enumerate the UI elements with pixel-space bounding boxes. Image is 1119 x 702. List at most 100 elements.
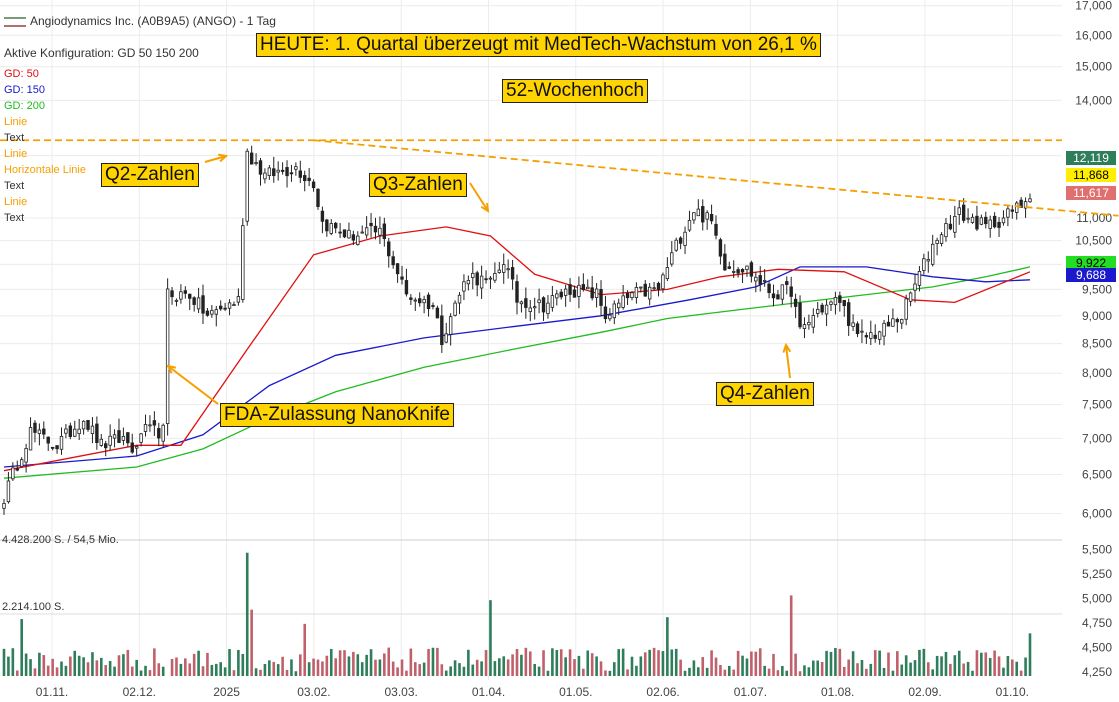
candle-body — [944, 223, 948, 238]
candle-body — [692, 212, 696, 221]
price-tick-label: 9,500 — [1082, 282, 1112, 296]
candle-body — [364, 227, 369, 236]
candle-body — [754, 276, 758, 282]
volume-bar — [785, 670, 789, 676]
annotation-arrow — [785, 344, 791, 379]
candle-body — [329, 223, 333, 234]
ma50-line — [3, 226, 1031, 472]
candle-body — [64, 428, 68, 434]
candle-body — [731, 270, 736, 273]
volume-tick-label: 4,250 — [1082, 665, 1112, 679]
price-tick-label: 10,500 — [1075, 234, 1112, 248]
candle-body — [935, 239, 939, 244]
candle-body — [409, 297, 413, 300]
legend-item: Text — [4, 132, 25, 144]
volume-mid-label: 2.214.100 S. — [2, 601, 65, 613]
volume-bar — [688, 667, 691, 676]
candle-body — [723, 253, 727, 271]
volume-bar — [400, 659, 404, 676]
volume-bar — [20, 619, 23, 676]
candle-body — [104, 443, 108, 449]
candle-body — [510, 267, 515, 280]
time-tick-label: 01.07. — [734, 685, 767, 699]
volume-bar — [904, 655, 908, 676]
volume-bar — [732, 669, 735, 676]
candle-body — [143, 423, 148, 432]
candle-body — [28, 427, 33, 451]
volume-bar — [891, 670, 895, 676]
chart-title-text: Angiodynamics Inc. (A0B9A5) (ANGO) - 1 T… — [30, 14, 276, 28]
candle-body — [670, 252, 674, 265]
volume-bar — [122, 654, 125, 676]
volume-bar — [595, 656, 598, 676]
volume-bar — [471, 664, 475, 676]
volume-bar — [15, 670, 19, 676]
candle-body — [333, 222, 338, 229]
volume-bar — [816, 660, 820, 676]
candle-body — [338, 231, 342, 234]
volume-bar — [427, 648, 430, 676]
candle-body — [948, 223, 953, 230]
volume-bar — [692, 660, 696, 676]
candle-body — [404, 280, 409, 295]
candle-body — [922, 258, 926, 271]
candle-body — [975, 215, 979, 230]
candle-body — [771, 293, 776, 299]
candle-body — [201, 295, 205, 314]
volume-bar — [869, 663, 873, 676]
candle-body — [577, 284, 581, 297]
candle-body — [126, 432, 130, 444]
candle-body — [19, 459, 24, 467]
volume-bar — [82, 657, 85, 676]
volume-bar — [1011, 659, 1014, 676]
volume-bar — [2, 648, 6, 676]
candle-body — [612, 303, 616, 319]
candle-body — [249, 152, 254, 165]
volume-bar — [515, 649, 519, 676]
volume-bar — [175, 657, 178, 676]
price-badge: 9,922 — [1066, 256, 1116, 270]
candle-body — [873, 334, 877, 339]
volume-bar — [736, 650, 740, 676]
volume-bar — [776, 670, 780, 676]
volume-bar — [966, 661, 970, 676]
volume-bar — [931, 669, 935, 676]
volume-bar — [794, 653, 797, 676]
candle-body — [652, 287, 656, 290]
candle-body — [77, 428, 81, 435]
candle-body — [789, 286, 793, 297]
volume-bar — [259, 669, 262, 676]
candle-body — [373, 225, 378, 233]
candle-body — [572, 289, 577, 298]
candle-body — [134, 446, 139, 449]
volume-bar — [263, 663, 267, 676]
candle-body — [992, 215, 997, 228]
volume-bar — [475, 659, 479, 676]
candle-body — [665, 267, 670, 280]
candle-body — [970, 216, 975, 223]
volume-bar — [714, 657, 718, 676]
candle-body — [258, 160, 263, 175]
legend-item: Text — [4, 180, 25, 192]
candle-body — [639, 286, 643, 289]
volume-bar — [188, 663, 192, 676]
volume-bar — [953, 655, 957, 676]
candle-body — [541, 297, 546, 313]
volume-bar — [312, 658, 315, 676]
candle-body — [705, 212, 709, 220]
volume-bar — [789, 595, 793, 676]
volume-bar — [206, 652, 209, 676]
candle-body — [86, 420, 90, 430]
volume-bar — [117, 655, 121, 676]
volume-bar — [184, 658, 187, 676]
volume-tick-label: 5,250 — [1082, 567, 1112, 581]
volume-bar — [197, 650, 200, 676]
candle-body — [272, 168, 276, 177]
volume-bar — [369, 649, 373, 676]
volume-bar — [144, 665, 147, 676]
candle-body — [196, 297, 201, 310]
volume-bar — [635, 665, 638, 676]
time-tick-label: 02.06. — [646, 685, 679, 699]
candle-body — [55, 445, 59, 450]
volume-bar — [909, 662, 912, 676]
